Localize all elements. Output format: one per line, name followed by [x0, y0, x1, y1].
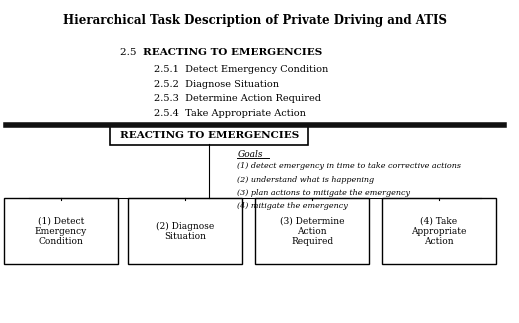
Text: (2) understand what is happening: (2) understand what is happening — [237, 176, 375, 183]
FancyBboxPatch shape — [4, 198, 118, 264]
Text: (1) Detect
Emergency
Condition: (1) Detect Emergency Condition — [35, 216, 87, 246]
Text: (3) Determine
Action
Required: (3) Determine Action Required — [280, 216, 345, 246]
Text: (3) plan actions to mitigate the emergency: (3) plan actions to mitigate the emergen… — [237, 189, 411, 197]
Text: (4) mitigate the emergency: (4) mitigate the emergency — [237, 202, 348, 210]
Text: 2.5.4  Take Appropriate Action: 2.5.4 Take Appropriate Action — [154, 109, 306, 118]
FancyBboxPatch shape — [111, 125, 308, 145]
FancyBboxPatch shape — [382, 198, 496, 264]
FancyBboxPatch shape — [255, 198, 369, 264]
Text: Goals: Goals — [237, 150, 263, 159]
Text: 2.5: 2.5 — [120, 48, 143, 57]
Text: REACTING TO EMERGENCIES: REACTING TO EMERGENCIES — [143, 48, 323, 57]
Text: (4) Take
Appropriate
Action: (4) Take Appropriate Action — [412, 216, 467, 246]
Text: REACTING TO EMERGENCIES: REACTING TO EMERGENCIES — [120, 130, 299, 140]
Text: (1) detect emergency in time to take corrective actions: (1) detect emergency in time to take cor… — [237, 162, 461, 171]
Text: 2.5.3  Determine Action Required: 2.5.3 Determine Action Required — [154, 94, 321, 103]
Text: 2.5.1  Detect Emergency Condition: 2.5.1 Detect Emergency Condition — [154, 66, 328, 74]
Text: 2.5.2  Diagnose Situation: 2.5.2 Diagnose Situation — [154, 80, 279, 89]
FancyBboxPatch shape — [128, 198, 242, 264]
Text: (2) Diagnose
Situation: (2) Diagnose Situation — [156, 221, 214, 241]
Text: Hierarchical Task Description of Private Driving and ATIS: Hierarchical Task Description of Private… — [63, 14, 447, 27]
